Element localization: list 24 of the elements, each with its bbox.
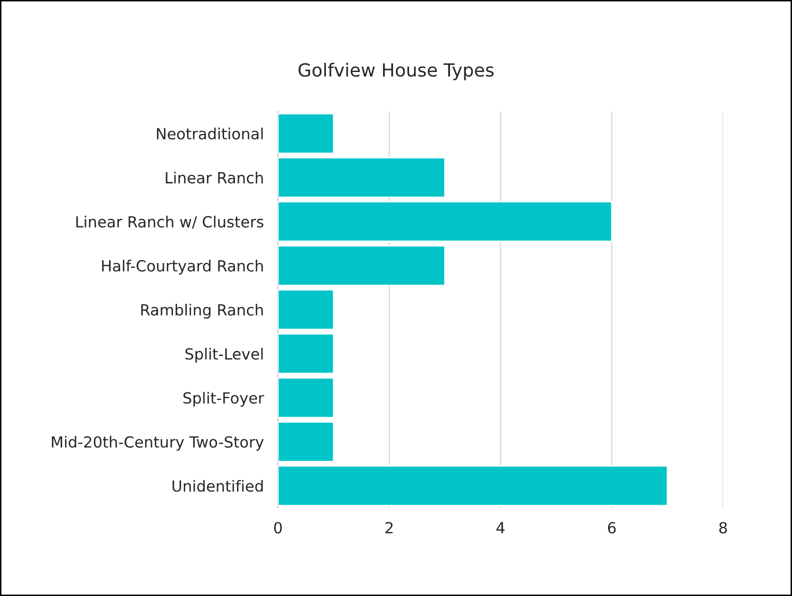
y-tick-label: Half-Courtyard Ranch [102,260,263,275]
x-tick-label: 2 [386,522,393,534]
y-tick-label: Rambling Ranch [141,304,263,319]
bar [278,201,613,242]
chart-title: Golfview House Types [298,62,494,80]
bar [278,421,334,462]
bar [278,465,668,506]
y-tick-label: Linear Ranch w/ Clusters [76,216,264,229]
x-tick-label: 8 [719,522,727,534]
y-tick-label: Linear Ranch [166,172,263,184]
bar [278,112,334,154]
bar [278,245,446,286]
bar [278,377,334,418]
x-tick-label: 0 [274,522,282,534]
y-tick-label: Split-Level [185,348,263,363]
x-tick-label: 4 [496,522,505,534]
x-tick-label: 6 [608,522,616,534]
y-tick-label: Mid-20th-Century Two-Story [52,436,264,451]
y-tick-label: Neotraditional [156,128,263,140]
bar [278,156,446,198]
bar [278,289,334,330]
y-tick-label: Split-Foyer [183,392,264,407]
bar [278,333,334,374]
y-tick-label: Unidentified [172,480,263,492]
